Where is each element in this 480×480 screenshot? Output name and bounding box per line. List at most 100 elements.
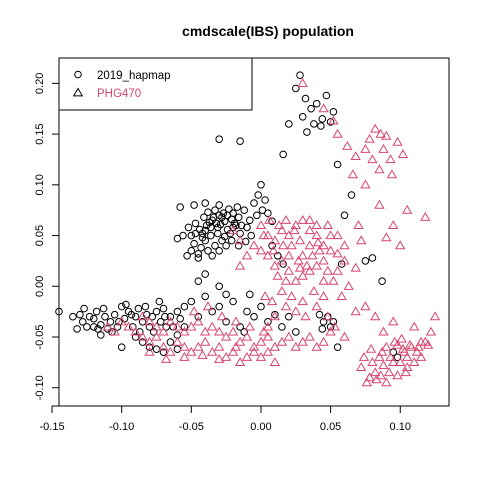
point-phg470 (234, 235, 246, 245)
x-tick-label: -0.10 (109, 421, 134, 433)
point-phg470 (356, 362, 367, 371)
point-phg470 (339, 331, 350, 341)
point-phg470 (172, 336, 183, 346)
point-hapmap (110, 310, 119, 319)
point-hapmap (90, 323, 98, 331)
point-hapmap (161, 312, 169, 321)
point-hapmap (166, 338, 175, 346)
point-phg470 (409, 321, 420, 331)
point-hapmap (236, 137, 244, 145)
point-phg470 (386, 169, 398, 179)
point-phg470 (356, 235, 367, 245)
point-hapmap (190, 239, 198, 248)
point-phg470 (193, 316, 204, 326)
point-hapmap (201, 199, 209, 207)
legend-label-phg470: PHG470 (97, 88, 141, 100)
point-hapmap (180, 302, 189, 311)
point-hapmap (250, 199, 258, 207)
point-hapmap (246, 290, 254, 299)
point-phg470 (290, 341, 301, 351)
point-phg470 (280, 301, 292, 311)
point-phg470 (286, 291, 297, 300)
point-phg470 (347, 169, 359, 179)
point-hapmap (92, 307, 101, 316)
point-phg470 (269, 260, 281, 270)
point-phg470 (214, 354, 225, 363)
point-hapmap (190, 201, 198, 209)
point-hapmap (94, 325, 102, 333)
point-phg470 (276, 255, 288, 265)
point-phg470 (311, 341, 322, 351)
point-hapmap (298, 113, 307, 121)
point-hapmap (264, 209, 272, 217)
point-hapmap (233, 203, 242, 211)
point-hapmap (250, 312, 258, 321)
point-hapmap (214, 229, 222, 238)
point-hapmap (149, 328, 158, 336)
point-hapmap (159, 348, 168, 357)
point-phg470 (415, 352, 427, 361)
point-hapmap (252, 211, 261, 220)
y-tick-label: -0.05 (34, 324, 46, 349)
point-hapmap (201, 270, 209, 278)
point-phg470 (350, 306, 361, 316)
point-phg470 (280, 215, 292, 224)
point-phg470 (358, 352, 370, 361)
point-hapmap (333, 343, 342, 352)
point-phg470 (290, 306, 301, 316)
point-phg470 (283, 250, 294, 260)
point-phg470 (186, 321, 197, 331)
point-hapmap (152, 345, 161, 354)
point-phg470 (297, 215, 308, 224)
point-hapmap (292, 84, 300, 93)
point-phg470 (255, 245, 267, 255)
point-phg470 (273, 220, 285, 229)
point-phg470 (297, 296, 308, 306)
point-phg470 (297, 250, 308, 260)
point-phg470 (144, 346, 155, 356)
point-hapmap (230, 219, 239, 228)
point-phg470 (248, 346, 260, 356)
point-phg470 (402, 352, 413, 361)
point-hapmap (211, 241, 219, 250)
point-hapmap (215, 247, 223, 255)
point-phg470 (172, 321, 183, 331)
point-hapmap (285, 120, 293, 128)
point-hapmap (215, 282, 223, 291)
point-hapmap (208, 252, 216, 260)
point-phg470 (137, 331, 148, 341)
point-phg470 (392, 370, 403, 380)
point-phg470 (388, 357, 399, 366)
point-phg470 (381, 341, 392, 351)
point-hapmap (219, 209, 228, 217)
point-phg470 (102, 321, 113, 331)
point-hapmap (148, 312, 157, 321)
point-phg470 (360, 144, 371, 153)
point-hapmap (145, 323, 154, 331)
point-hapmap (234, 241, 243, 250)
point-hapmap (207, 231, 215, 240)
point-hapmap (303, 128, 311, 136)
legend: 2019_hapmap PHG470 (58, 57, 253, 111)
point-phg470 (207, 346, 218, 356)
x-tick-label: 0.05 (320, 421, 341, 433)
point-phg470 (332, 230, 343, 240)
point-hapmap (220, 232, 229, 241)
point-hapmap (197, 243, 205, 252)
point-hapmap (247, 231, 255, 240)
point-phg470 (151, 331, 162, 341)
y-axis: -0.10 -0.05 0.00 0.05 0.10 0.15 0.20 (34, 73, 60, 400)
point-phg470 (322, 311, 333, 321)
point-hapmap (222, 290, 230, 299)
point-phg470 (179, 326, 190, 336)
point-phg470 (311, 260, 322, 270)
point-hapmap (393, 353, 402, 362)
point-phg470 (325, 230, 336, 240)
point-phg470 (409, 357, 420, 366)
point-hapmap (318, 115, 327, 123)
point-phg470 (376, 346, 388, 356)
y-tick-label: 0.20 (34, 73, 46, 94)
point-phg470 (227, 346, 239, 356)
point-hapmap (292, 328, 300, 336)
